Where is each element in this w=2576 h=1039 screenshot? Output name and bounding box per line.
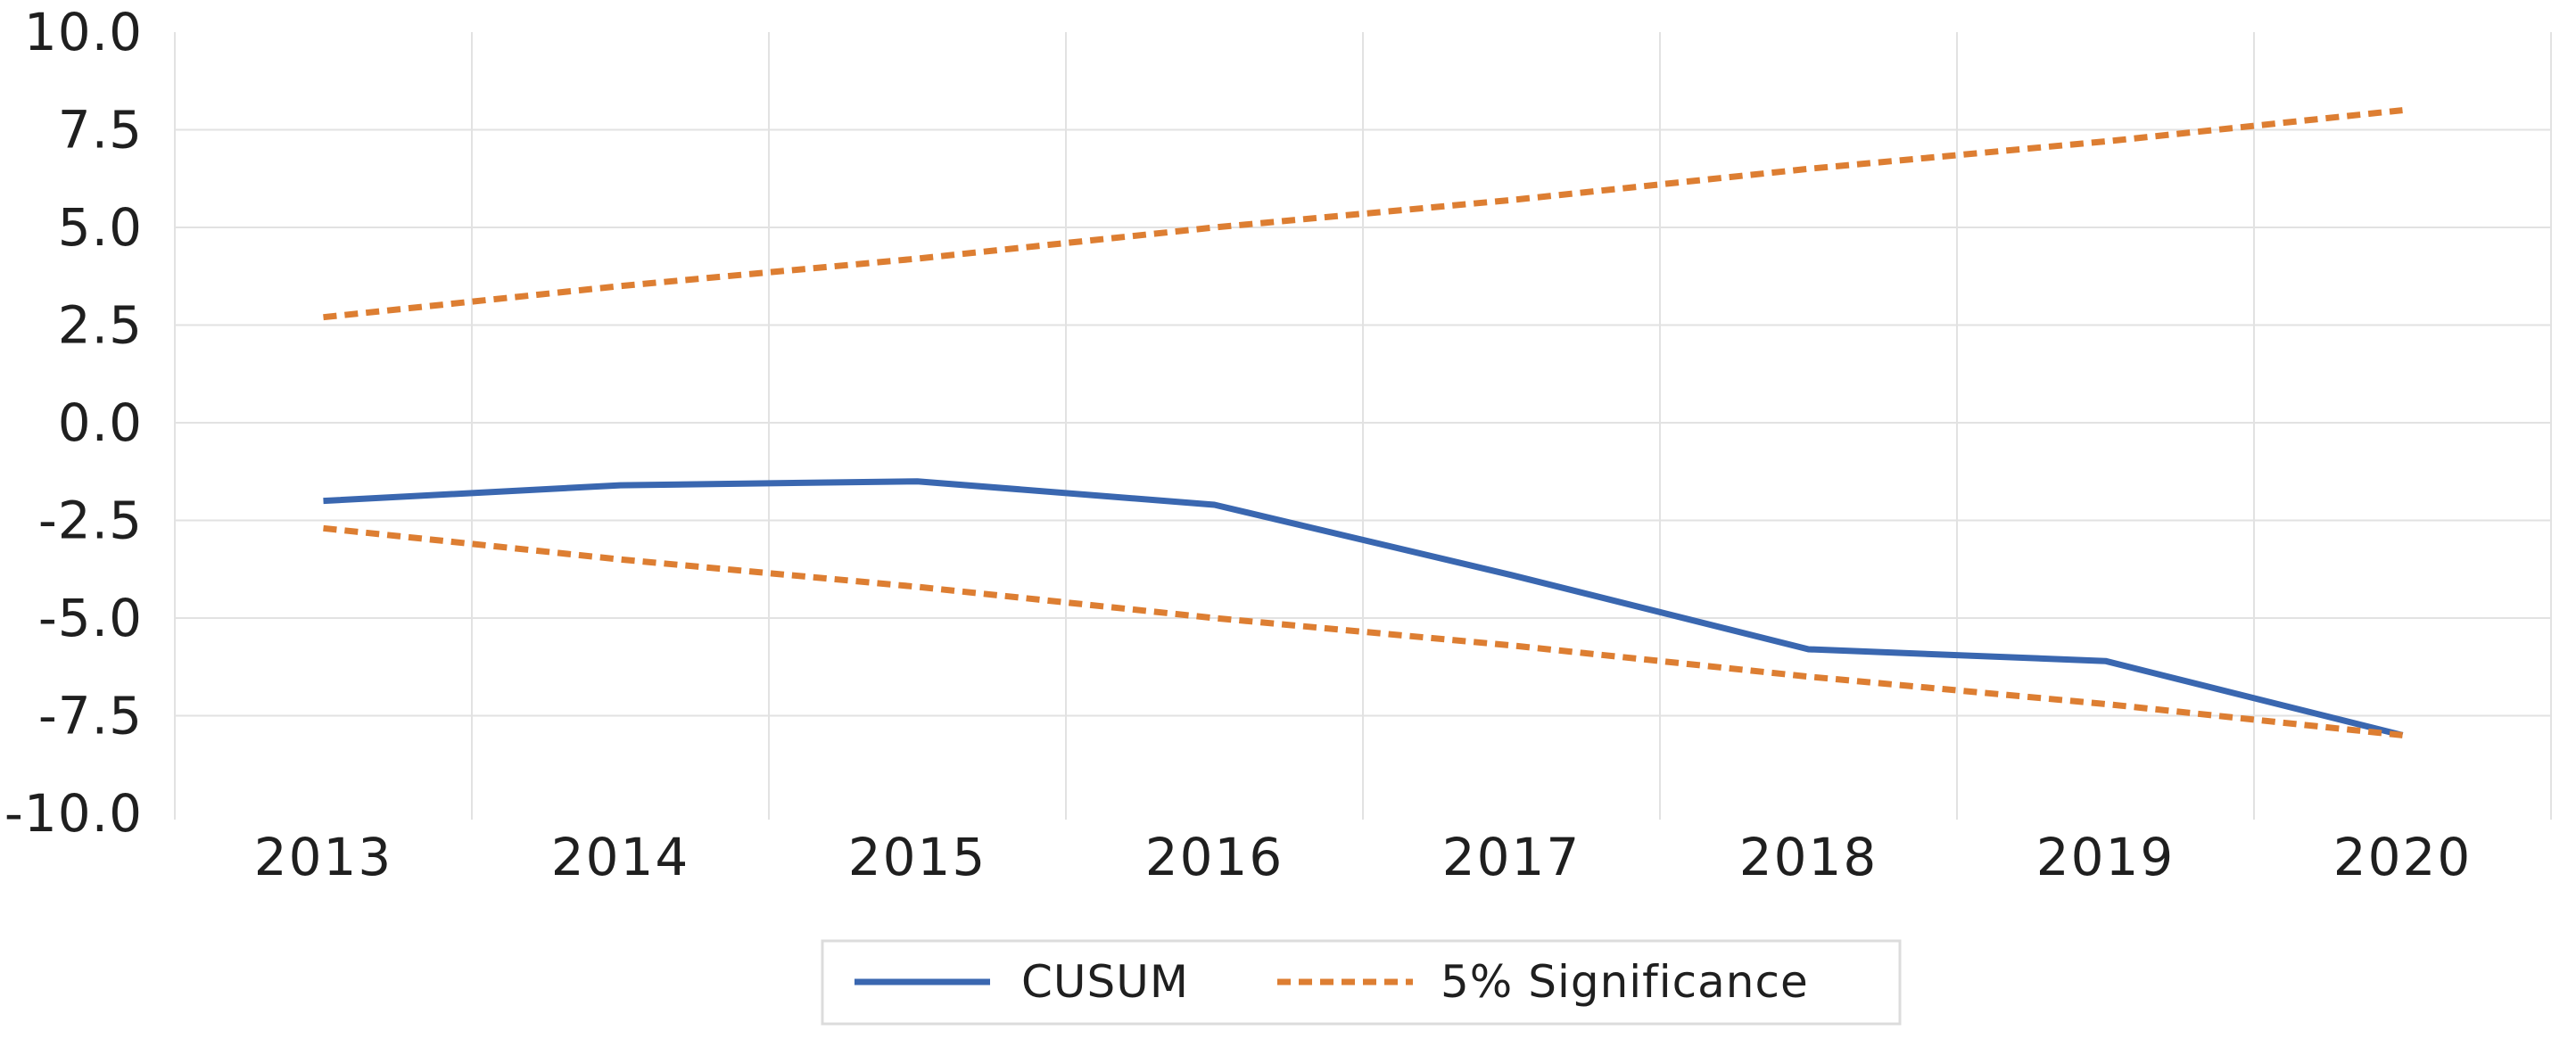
x-axis-tick-label: 2020: [2333, 827, 2473, 887]
x-axis-tick-label: 2017: [1442, 827, 1581, 887]
y-axis-tick-label: 5.0: [58, 197, 143, 258]
y-axis-tick-label: -2.5: [38, 491, 143, 551]
cusum-line: [323, 478, 2404, 738]
x-axis-tick-label: 2014: [551, 827, 690, 887]
y-axis-tick-label: 0.0: [58, 392, 143, 453]
legend-label-cusum: CUSUM: [1021, 956, 1189, 1008]
legend-box: [821, 939, 1902, 1026]
y-axis-tick-label: -7.5: [38, 686, 143, 746]
significance-lower-line: [323, 524, 2403, 738]
y-axis-tick-label: -5.0: [38, 588, 143, 648]
x-axis-tick-label: 2019: [2036, 827, 2176, 887]
y-axis-tick-label: -10.0: [4, 783, 143, 844]
x-axis-tick-label: 2018: [1739, 827, 1878, 887]
x-axis-tick-label: 2016: [1145, 827, 1284, 887]
x-axis-tick-label: 2013: [254, 827, 393, 887]
y-axis-tick-label: 2.5: [58, 295, 143, 356]
legend-label-5-significance: 5% Significance: [1441, 956, 1809, 1008]
y-axis-tick-label: 10.0: [24, 2, 143, 62]
significance-upper-line: [323, 107, 2403, 321]
x-axis-tick-label: 2015: [848, 827, 987, 887]
y-axis-tick-label: 7.5: [58, 100, 143, 161]
